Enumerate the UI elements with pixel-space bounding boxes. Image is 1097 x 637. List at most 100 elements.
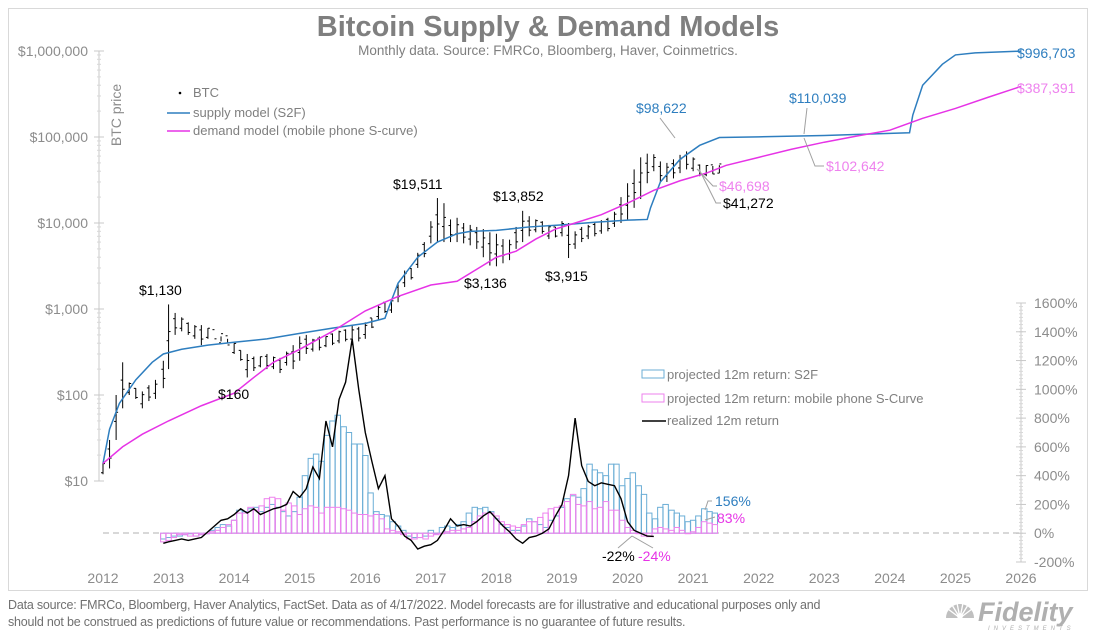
bar-scurve	[509, 525, 517, 534]
bar-s2f	[340, 426, 347, 534]
bar-scurve	[564, 501, 571, 534]
bar-scurve	[416, 532, 423, 539]
bar-scurve	[274, 498, 282, 534]
bar-s2f	[537, 524, 544, 534]
leader-neg24	[631, 535, 654, 549]
btc-bar	[304, 334, 309, 354]
right-axis-tick-label: 400%	[1034, 468, 1070, 484]
left-axis-tick-label: $1,000,000	[18, 43, 88, 59]
bar-s2f	[350, 443, 358, 534]
bar-s2f	[629, 472, 637, 534]
btc-bar	[232, 342, 237, 354]
bar-scurve	[318, 512, 325, 534]
bar-s2f	[274, 506, 282, 534]
left-axis-label: BTC price	[108, 84, 124, 146]
bar-s2f	[160, 532, 167, 540]
footer-disclaimer: Data source: FMRCo, Bloomberg, Haver Ana…	[8, 597, 928, 631]
right-axis-tick-label: 0%	[1034, 525, 1054, 541]
legend-proj-scurve-label: projected 12m return: mobile phone S-Cur…	[667, 391, 924, 406]
bar-s2f	[165, 532, 172, 539]
bar-scurve	[236, 512, 243, 534]
bar-s2f	[312, 453, 320, 534]
btc-bar	[161, 360, 166, 389]
btc-bar	[428, 221, 433, 244]
bar-scurve	[411, 532, 418, 540]
bar-scurve	[558, 505, 566, 534]
supply-model-line	[102, 50, 1022, 464]
bar-scurve	[607, 509, 615, 534]
btc-bar	[363, 322, 368, 339]
bar-scurve	[356, 514, 364, 534]
btc-bar	[651, 154, 656, 172]
annotation-41272: $41,272	[723, 195, 774, 211]
bar-scurve	[711, 524, 719, 534]
bar-s2f	[531, 521, 538, 534]
bar-scurve	[525, 521, 533, 534]
bar-scurve	[389, 529, 397, 534]
bar-s2f	[236, 509, 243, 534]
btc-ohlc	[101, 151, 722, 475]
btc-bar	[671, 159, 676, 179]
x-axis-tick-label: 2016	[350, 570, 381, 586]
bar-s2f	[411, 532, 418, 539]
bar-scurve	[378, 518, 385, 534]
btc-bar	[500, 239, 505, 264]
x-axis-tick-label: 2014	[219, 570, 250, 586]
annotation-neg22: -22%	[602, 548, 635, 564]
btc-bar	[330, 333, 335, 346]
bar-scurve	[602, 501, 610, 534]
right-axis-tick-label: 1000%	[1034, 381, 1078, 397]
bar-s2f	[591, 469, 599, 534]
bar-scurve	[263, 498, 271, 534]
bar-scurve	[350, 512, 358, 534]
x-axis-tick-label: 2024	[874, 570, 905, 586]
bar-scurve	[214, 529, 221, 534]
btc-bar	[415, 252, 420, 268]
leader-110039	[803, 107, 808, 135]
bar-s2f	[651, 518, 659, 534]
annotation-13852: $13,852	[493, 188, 544, 204]
bar-scurve	[684, 532, 692, 535]
bar-scurve	[345, 509, 353, 534]
btc-bar	[101, 463, 105, 475]
bar-scurve	[258, 505, 265, 534]
bar-s2f	[564, 498, 571, 534]
bar-s2f	[345, 432, 353, 534]
line-realized	[163, 338, 654, 550]
btc-bar	[605, 217, 610, 232]
btc-bar	[625, 183, 630, 220]
annotation-98622: $98,622	[636, 100, 687, 116]
annotation-46698: $46,698	[719, 178, 770, 194]
bar-scurve	[307, 505, 315, 534]
leader-41272	[698, 168, 721, 204]
bar-scurve	[230, 519, 238, 534]
bar-s2f	[701, 508, 708, 534]
btc-bar	[140, 391, 145, 409]
right-axis-tick-label: 600%	[1034, 439, 1070, 455]
line-scurve	[102, 85, 1022, 465]
bar-scurve	[242, 512, 249, 534]
btc-bar	[245, 353, 250, 378]
bar-s2f	[580, 488, 587, 534]
bar-scurve	[591, 508, 599, 534]
chart-subtitle: Monthly data. Source: FMRCo, Bloomberg, …	[358, 43, 738, 58]
bar-s2f	[362, 455, 369, 534]
chart-title: Bitcoin Supply & Demand Models	[317, 11, 779, 43]
btc-bar	[173, 312, 178, 335]
btc-bar	[612, 211, 617, 227]
left-axis-tick-label: $10,000	[37, 215, 88, 231]
right-axis-tick-label: 1400%	[1034, 324, 1078, 340]
legend-top: BTC supply model (S2F) demand model (mob…	[167, 85, 418, 138]
leader-98622	[659, 117, 676, 139]
btc-bar	[133, 387, 138, 399]
btc-bar	[645, 153, 650, 184]
btc-bar	[507, 239, 512, 261]
demand-model-line	[102, 85, 1022, 465]
btc-bar	[658, 161, 663, 182]
btc-bar	[704, 164, 709, 177]
annotation-387391: $387,391	[1017, 80, 1076, 96]
bar-scurve	[160, 532, 167, 543]
bar-s2f	[334, 414, 341, 534]
btc-bar	[592, 223, 597, 237]
btc-bar	[337, 330, 342, 344]
